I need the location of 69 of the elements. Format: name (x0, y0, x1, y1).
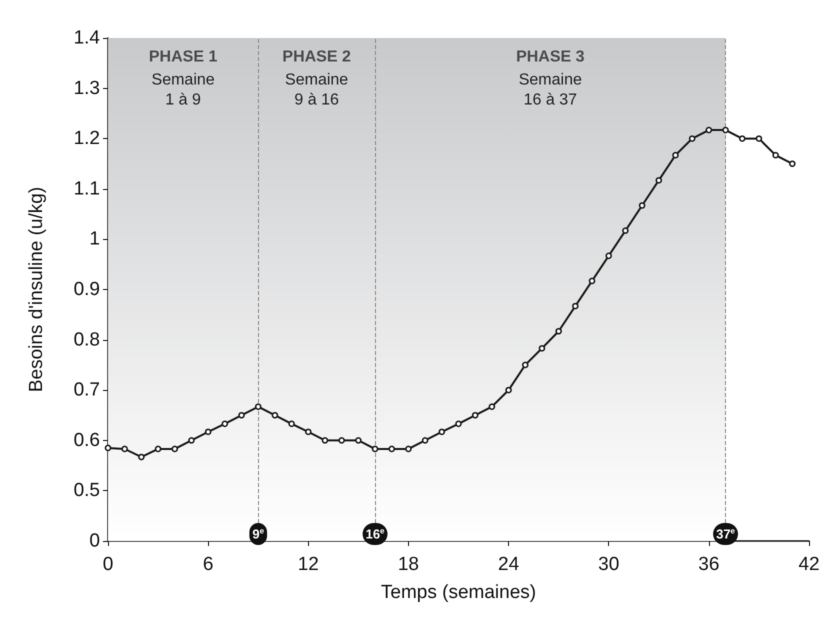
point (338, 437, 345, 444)
point (522, 362, 529, 368)
y-tick-label: 0.5 (74, 480, 100, 502)
y-tick-label: 1.1 (74, 178, 100, 200)
point (422, 437, 428, 444)
annotation: Semaine 16 à 37 (518, 72, 582, 108)
y-tick-label: 1.2 (74, 128, 100, 150)
point (154, 446, 162, 452)
point (322, 437, 328, 444)
point (555, 328, 562, 334)
annotation: Semaine 9 à 16 (285, 72, 348, 108)
point (622, 227, 629, 234)
band-label: PHASE 3 (516, 48, 585, 66)
point (772, 152, 779, 158)
y-tick-label: 0 (89, 530, 100, 552)
point (488, 403, 496, 410)
point (222, 420, 228, 428)
y-tick-label: 0.6 (74, 430, 100, 451)
point (355, 437, 362, 444)
annotation: Semaine 1 à 9 (152, 72, 215, 108)
point (238, 412, 245, 418)
point (438, 428, 446, 436)
x-tick-label: 6 (202, 554, 214, 575)
point (756, 135, 762, 142)
point (706, 126, 712, 134)
point (272, 412, 278, 418)
y-tick-label: 0.9 (74, 279, 100, 300)
point (638, 202, 646, 209)
point (104, 444, 112, 452)
point (388, 446, 395, 452)
point (372, 446, 378, 452)
point (254, 403, 262, 410)
point (121, 446, 128, 452)
point (288, 420, 295, 428)
point (472, 412, 478, 418)
point (188, 437, 195, 444)
y-tick-label: 0.8 (74, 329, 100, 350)
point (305, 428, 312, 436)
y-tick-label: 0.7 (74, 380, 100, 401)
point (572, 302, 579, 310)
x-tick-label: 36 (698, 554, 720, 575)
band-label: PHASE 2 (282, 48, 351, 66)
point (789, 160, 796, 167)
point (722, 126, 729, 134)
point (405, 446, 412, 452)
x-tick-label: 30 (598, 554, 620, 575)
point (172, 446, 178, 452)
y-tick-label: 1.4 (74, 28, 100, 48)
point (138, 454, 145, 460)
point (588, 278, 596, 284)
point (538, 345, 546, 352)
x-tick-label: 0 (102, 554, 114, 575)
y-axis-title: Besoins d'insuline (u/kg) (26, 186, 47, 392)
point (204, 428, 212, 436)
point (605, 252, 612, 260)
point (672, 152, 679, 158)
point (505, 386, 512, 394)
point (738, 135, 746, 142)
band-label: PHASE 1 (148, 48, 218, 66)
x-tick-label: 12 (298, 554, 319, 575)
point (688, 135, 696, 142)
point (656, 177, 662, 184)
y-tick-label: 1.3 (74, 78, 100, 99)
x-tick-label: 24 (498, 554, 520, 575)
x-tick-label: 18 (398, 554, 419, 575)
x-axis-title: Temps (semaines) (380, 582, 536, 603)
point (455, 420, 462, 428)
x-tick-label: 42 (798, 554, 820, 575)
y-tick-label: 1 (89, 228, 100, 250)
